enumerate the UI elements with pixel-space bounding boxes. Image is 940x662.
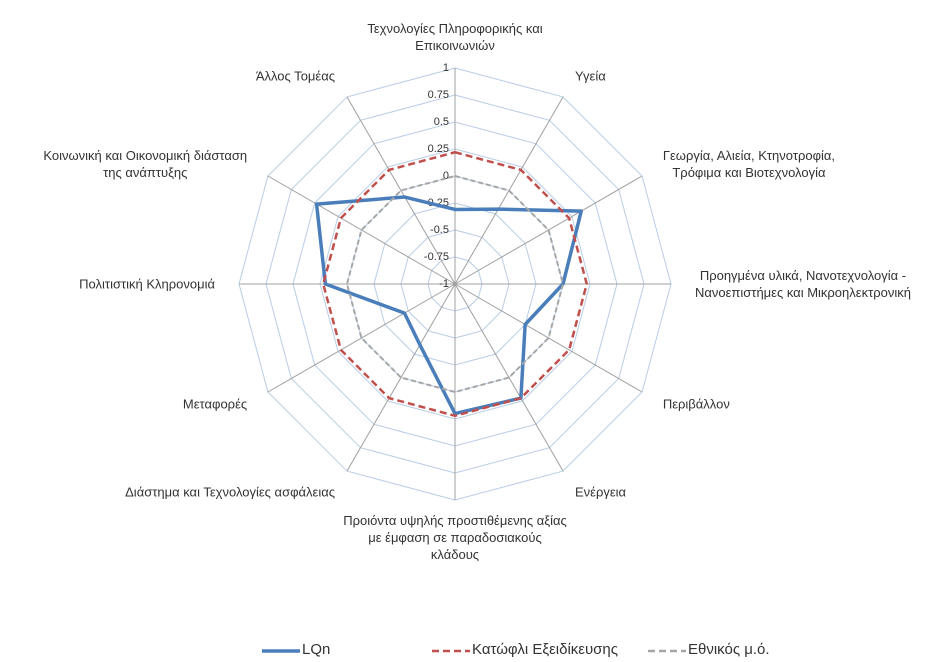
legend-label: LQn <box>302 641 331 658</box>
tick-label: 0.5 <box>434 116 449 128</box>
legend-label: Κατώφλι Εξειδίκευσης <box>472 641 619 658</box>
spoke <box>454 283 643 393</box>
spoke <box>454 175 643 285</box>
tick-label: -0.75 <box>424 251 449 263</box>
category-label: Γεωργία, Αλιεία, Κτηνοτροφία, Τρόφιμα κα… <box>662 148 836 180</box>
category-label: Περιβάλλον <box>662 396 730 412</box>
series-line <box>314 195 584 416</box>
tick-label: 0.25 <box>428 143 449 155</box>
spoke <box>454 96 564 285</box>
tick-label: 0.75 <box>428 89 449 101</box>
spoke <box>346 283 456 472</box>
spoke <box>267 175 456 285</box>
tick-label: 1 <box>443 62 449 74</box>
category-label: Πολιτιστική Κληρονομιά <box>79 276 215 292</box>
spoke <box>346 96 456 285</box>
tick-label: 0 <box>443 170 449 182</box>
category-label: Τεχνολογίες Πληροφορικής και Επικοινωνιώ… <box>367 21 543 53</box>
category-label: Μεταφορές <box>182 396 248 412</box>
category-label: Προιόντα υψηλής προστιθέμενης αξίας με έ… <box>343 513 567 562</box>
tick-label: -0.5 <box>430 224 449 236</box>
tick-label: -1 <box>439 278 449 290</box>
legend-label: Εθνικός μ.ό. <box>688 641 770 658</box>
category-label: Υγεία <box>575 68 606 84</box>
category-label: Ενέργεια <box>575 484 627 500</box>
series-line <box>321 150 589 418</box>
spoke <box>454 283 564 472</box>
category-label: Άλλος Τομέας <box>255 68 335 84</box>
category-label: Προηγμένα υλικά, Νανοτεχνολογία - Νανοεπ… <box>695 268 911 300</box>
category-label: Κοινωνική και Οικονομική διάσταση της αν… <box>43 148 248 180</box>
category-label: Διάστημα και Τεχνολογίες ασφάλειας <box>125 484 335 500</box>
spoke <box>267 283 456 393</box>
